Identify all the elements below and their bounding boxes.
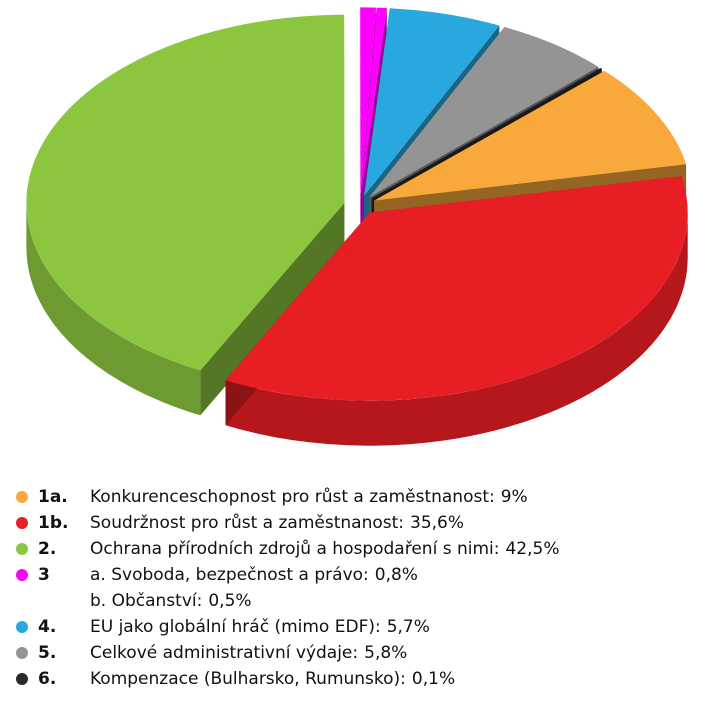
legend-marker (16, 621, 28, 633)
legend-label: a. Svoboda, bezpečnost a právo: 0,8% (90, 565, 418, 585)
legend-label: Konkurenceschopnost pro růst a zaměstnan… (90, 487, 528, 507)
slice-top (26, 14, 345, 371)
legend-value: 5,8% (364, 643, 407, 663)
legend-code: 1b. (38, 513, 68, 533)
slice-top (361, 7, 387, 196)
legend-value: 9% (501, 487, 528, 507)
slice-top (374, 70, 687, 201)
legend-name: Konkurenceschopnost pro růst a zaměstnan… (90, 487, 495, 507)
legend-marker (16, 543, 28, 555)
legend-value: 0,5% (208, 591, 251, 611)
legend-code: 5. (38, 643, 56, 663)
legend-code: 1a. (38, 487, 68, 507)
slice-top (225, 176, 688, 401)
legend-marker (16, 517, 28, 529)
slice-top (364, 8, 500, 196)
legend-label: Celkové administrativní výdaje: 5,8% (90, 643, 407, 663)
legend-name: Soudržnost pro růst a zaměstnanost: (90, 513, 404, 533)
legend-value: 0,8% (375, 565, 418, 585)
legend-name: EU jako globální hráč (mimo EDF): (90, 617, 381, 637)
legend-value: 35,6% (410, 513, 464, 533)
slice-edge (200, 202, 345, 416)
legend-label: EU jako globální hráč (mimo EDF): 5,7% (90, 617, 430, 637)
legend-code: 6. (38, 669, 56, 689)
slice-top (360, 7, 377, 196)
legend-code: 2. (38, 539, 56, 559)
legend-code: 4. (38, 617, 56, 637)
slice-top (369, 27, 599, 198)
slice (225, 176, 688, 446)
legend-label: Kompenzace (Bulharsko, Rumunsko): 0,1% (90, 669, 455, 689)
legend-value: 0,1% (412, 669, 455, 689)
legend-label: Soudržnost pro růst a zaměstnanost: 35,6% (90, 513, 464, 533)
slice-top (371, 67, 602, 199)
legend-value: 42,5% (505, 539, 559, 559)
legend-name: Celkové administrativní výdaje: (90, 643, 358, 663)
legend-value: 5,7% (387, 617, 430, 637)
legend-name: Kompenzace (Bulharsko, Rumunsko): (90, 669, 406, 689)
legend-marker (16, 491, 28, 503)
legend-code: 3 (38, 565, 50, 585)
legend-label: b. Občanství: 0,5% (90, 591, 252, 611)
legend-marker (16, 647, 28, 659)
legend-name: Ochrana přírodních zdrojů a hospodaření … (90, 539, 499, 559)
legend-marker (16, 569, 28, 581)
legend-marker (16, 673, 28, 685)
legend-label: Ochrana přírodních zdrojů a hospodaření … (90, 539, 560, 559)
slice (26, 14, 345, 416)
legend-name: a. Svoboda, bezpečnost a právo: (90, 565, 369, 585)
legend-name: b. Občanství: (90, 591, 202, 611)
slice-side (26, 202, 201, 416)
slice-side (225, 212, 688, 446)
